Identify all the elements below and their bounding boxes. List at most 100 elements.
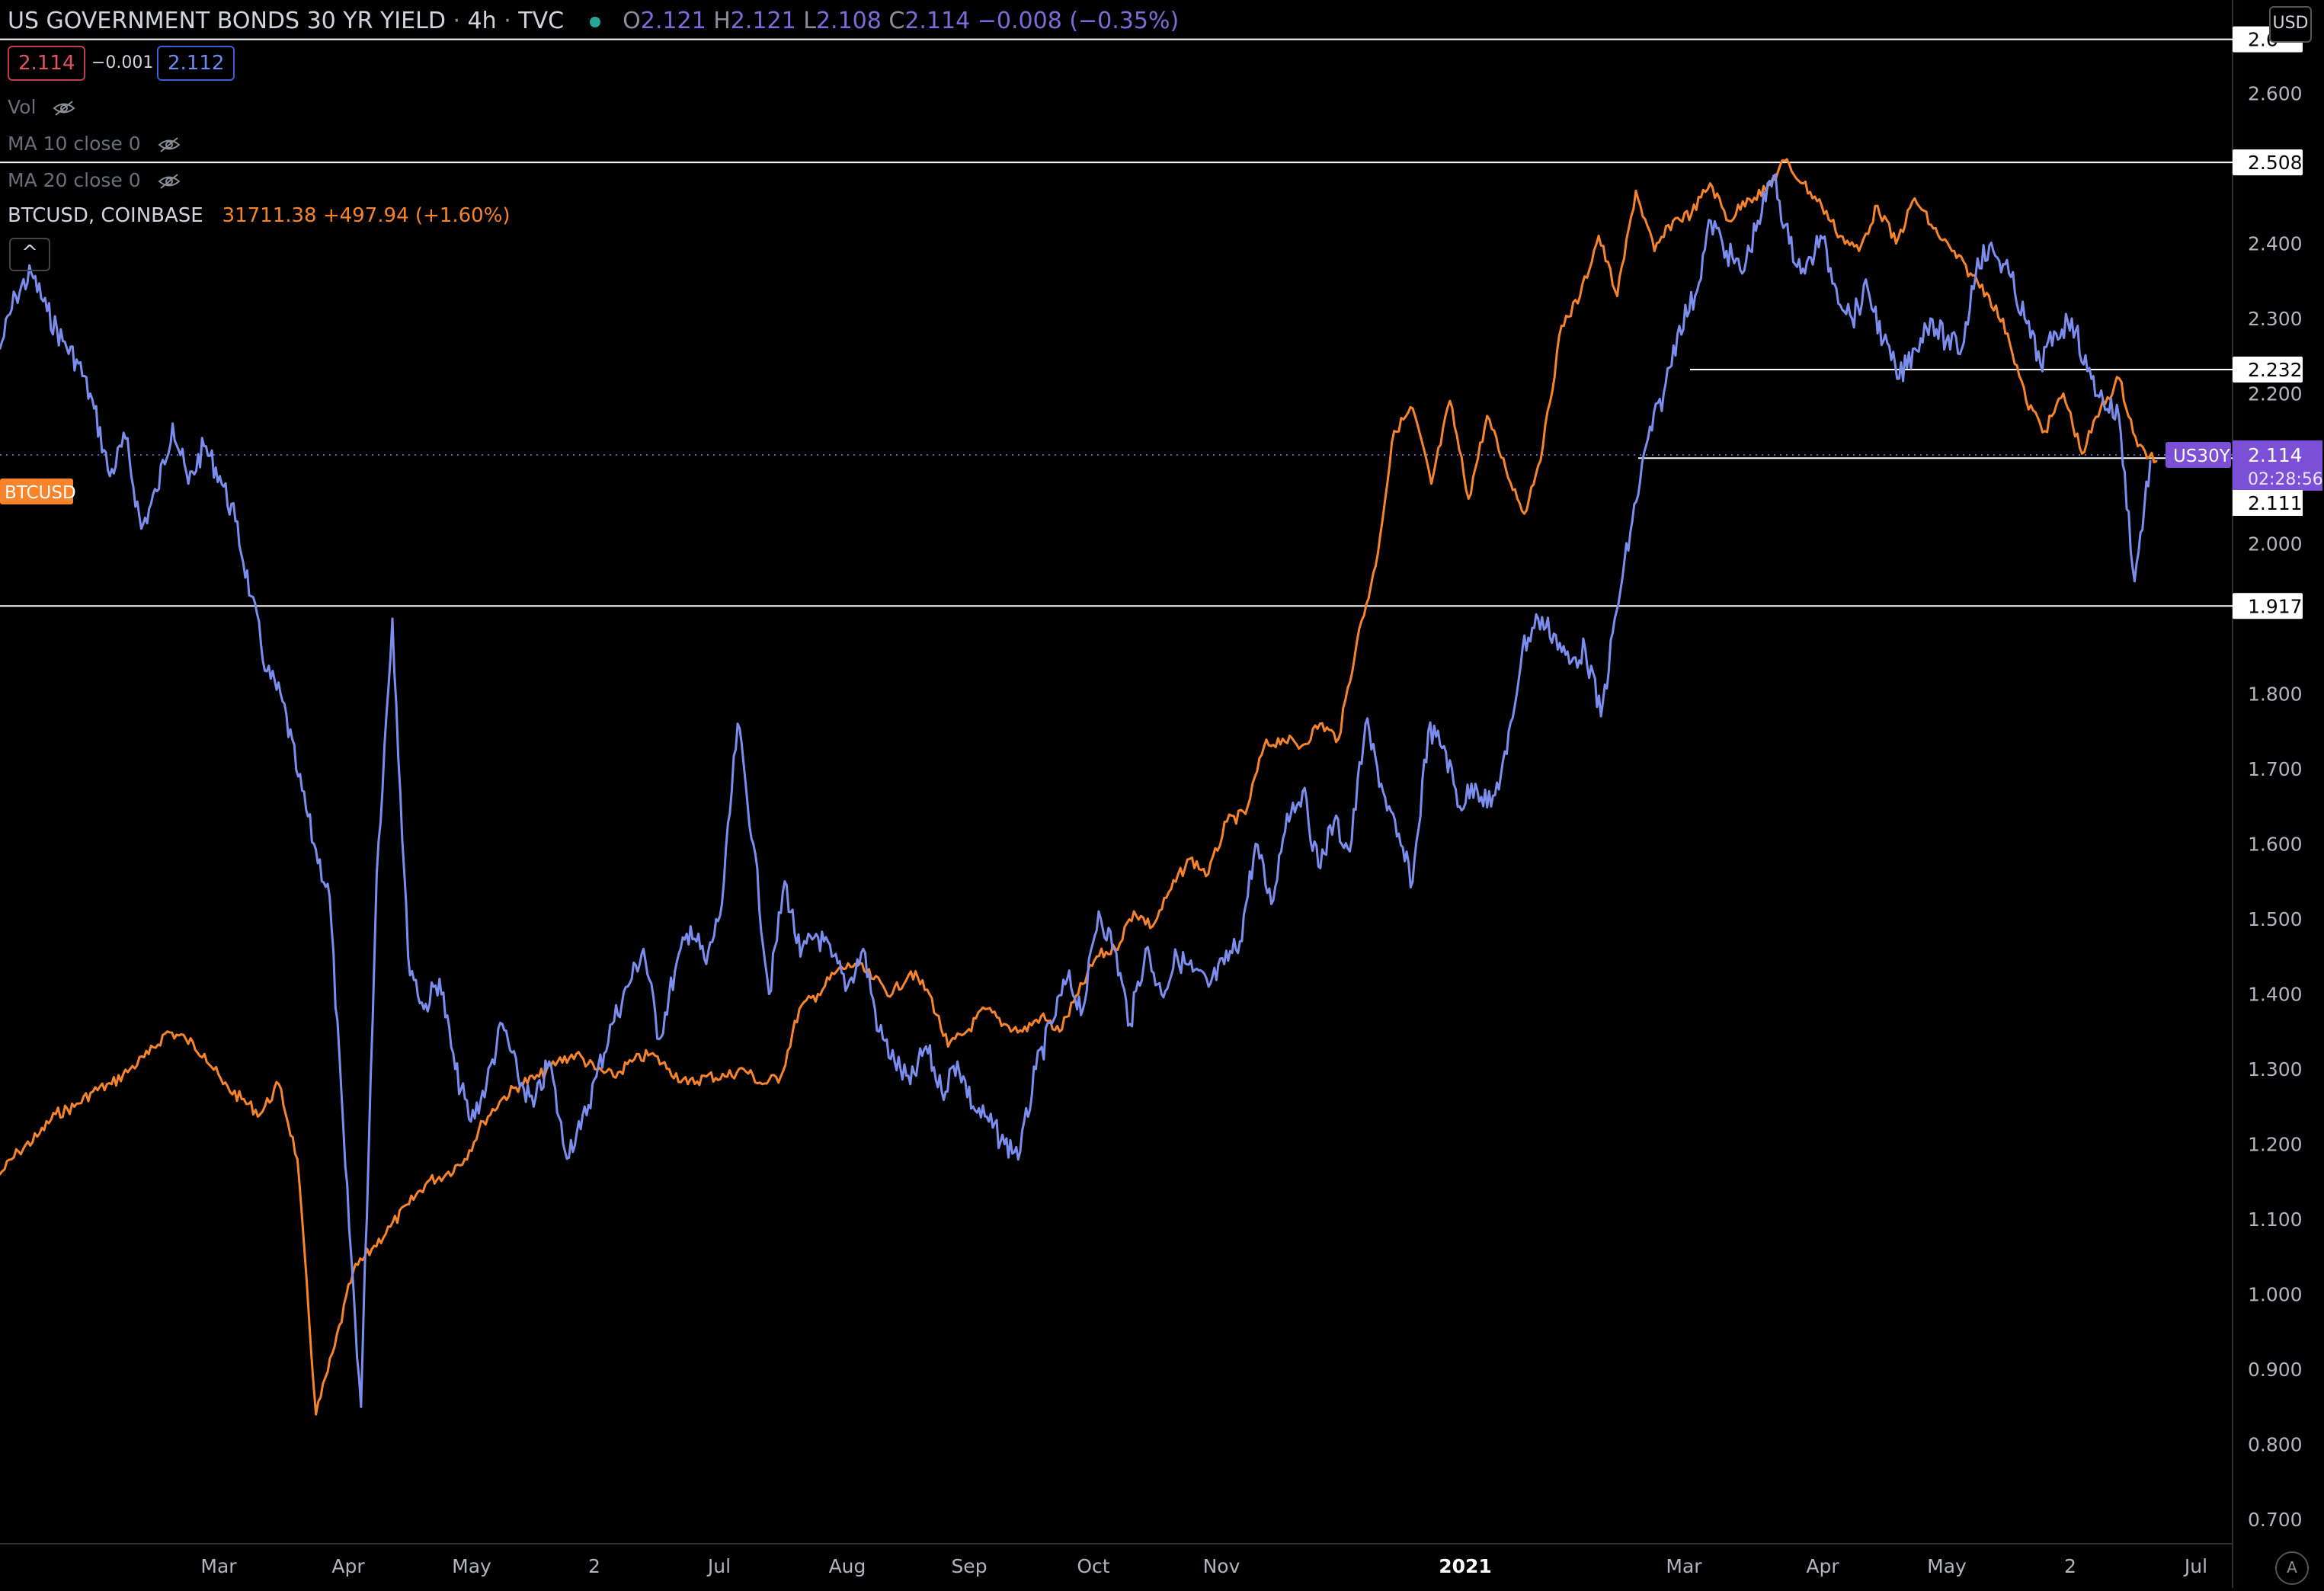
us30y-point	[2118, 415, 2121, 418]
us30y-point	[1521, 647, 1524, 650]
time-axis-ticks[interactable]: Mar Apr May 2 Jul Aug Sep Oct Nov 2021 Mar Apr May 2 J…	[200, 1555, 2207, 1577]
btcusd-point	[389, 1225, 392, 1228]
us30y-point	[1285, 812, 1288, 815]
currency-button[interactable]: USD	[2269, 6, 2312, 43]
btcusd-point	[222, 1083, 225, 1086]
btcusd-point	[1858, 249, 1861, 252]
us30y-point	[391, 617, 394, 620]
us30y-point	[1631, 520, 1634, 523]
us30y-point	[281, 699, 284, 703]
us30y-series	[0, 173, 2152, 1408]
btcusd-point	[1039, 1015, 1042, 1018]
us30y-point	[1128, 1023, 1132, 1026]
btcusd-point	[1486, 415, 1489, 418]
btcusd-point	[370, 1247, 373, 1250]
btcusd-point	[1467, 497, 1470, 500]
us30y-point	[1411, 880, 1414, 883]
btcusd-point	[1913, 197, 1916, 200]
us30y-point	[532, 1105, 535, 1108]
hidden-eye-icon[interactable]	[53, 100, 75, 117]
us30y-point	[1254, 843, 1257, 845]
sell-button[interactable]: 2.114	[8, 46, 86, 81]
low-label: L	[803, 8, 816, 34]
buy-button[interactable]: 2.112	[157, 46, 235, 81]
btcusd-point	[110, 1083, 113, 1086]
indicator-label: Vol	[8, 96, 37, 118]
us30y-point	[1474, 783, 1477, 786]
btcusd-point	[2062, 392, 2065, 395]
horizontal-level-tag	[2233, 593, 2303, 619]
auto-scale-button[interactable]: A	[2275, 1551, 2309, 1585]
indicator-vol[interactable]: Vol	[8, 96, 75, 118]
us30y-point	[1537, 617, 1540, 620]
btcusd-point	[315, 1413, 318, 1416]
btcusd-point	[1337, 738, 1340, 741]
us30y-point	[1929, 317, 1932, 320]
btcusd-point	[445, 1173, 447, 1176]
btcusd-point	[1894, 242, 1897, 245]
interval-label[interactable]: 4h	[467, 8, 497, 34]
btcusd-point	[1690, 212, 1693, 215]
indicator-ma10[interactable]: MA 10 close 0	[8, 133, 181, 155]
us30y-point	[1866, 287, 1869, 290]
btcusd-point	[1430, 482, 1432, 485]
us30y-point	[1882, 340, 1885, 342]
btcusd-point	[724, 1075, 726, 1078]
us30y-point	[893, 1060, 896, 1063]
btcusd-point	[184, 1038, 187, 1041]
us30y-point	[610, 1023, 613, 1026]
btcusd-point	[1058, 1030, 1061, 1033]
us30y-point	[2149, 459, 2152, 463]
us30y-point	[46, 309, 49, 312]
us30y-point	[1427, 730, 1429, 733]
btcusd-point	[984, 1007, 987, 1010]
us30y-point	[1113, 947, 1116, 950]
price-axis-tick: 1.200	[2248, 1134, 2303, 1156]
us30y-point	[485, 1083, 488, 1086]
symbol-legend[interactable]: US GOVERNMENT BONDS 30 YR YIELD · 4h · T…	[8, 8, 1179, 34]
us30y-point	[1709, 219, 1712, 222]
indicator-ma20[interactable]: MA 20 close 0	[8, 169, 181, 191]
us30y-point	[1490, 805, 1493, 808]
us30y-point	[1035, 1068, 1037, 1071]
btcusd-point	[612, 1075, 615, 1078]
price-axis-ticks[interactable]: 2.600 2.400 2.300 2.200 2.000 1.800 1.700 1.600…	[2248, 83, 2303, 1532]
btcusd-point	[91, 1090, 94, 1093]
btcusd-point	[2099, 407, 2102, 410]
hidden-eye-icon[interactable]	[158, 173, 181, 190]
btcusd-point	[333, 1345, 336, 1348]
btcusd-point	[1504, 467, 1507, 470]
exchange-label: TVC	[518, 8, 565, 34]
horizontal-level-tag	[2233, 356, 2303, 383]
price-axis-tick: 1.500	[2248, 908, 2303, 930]
time-axis-tick: Jul	[2183, 1555, 2207, 1577]
symbol-title[interactable]: US GOVERNMENT BONDS 30 YR YIELD	[8, 8, 446, 34]
btcusd-point	[17, 1150, 20, 1153]
us30y-point	[1945, 340, 1948, 342]
btcusd-point	[1077, 993, 1080, 995]
collapse-legend-button[interactable]: ^	[9, 238, 50, 271]
time-axis-tick: Aug	[829, 1555, 866, 1577]
compare-symbol-legend[interactable]: BTCUSD, COINBASE 31711.38 +497.94 (+1.60…	[8, 204, 511, 227]
us30y-point	[1364, 722, 1367, 725]
us30y-line	[0, 173, 2152, 1408]
btcusd-point	[203, 1052, 206, 1055]
us30y-point	[1615, 610, 1618, 613]
btcusd-point	[1709, 182, 1711, 185]
btcusd-point	[1374, 565, 1377, 568]
btcusd-point	[1969, 272, 1972, 275]
btcusd-point	[891, 993, 894, 995]
hidden-eye-icon[interactable]	[158, 136, 181, 153]
compare-symbol[interactable]: BTCUSD, COINBASE	[8, 204, 203, 227]
btcusd-point	[1244, 812, 1247, 815]
btcusd-line	[0, 158, 2157, 1416]
btcusd-point	[408, 1202, 411, 1205]
us30y-point	[2008, 272, 2011, 275]
btcusd-point	[1597, 235, 1600, 238]
btcusd-point	[1207, 872, 1210, 876]
btcusd-point	[1281, 738, 1284, 741]
open-label: O	[623, 8, 641, 34]
btcusd-point	[835, 970, 838, 973]
